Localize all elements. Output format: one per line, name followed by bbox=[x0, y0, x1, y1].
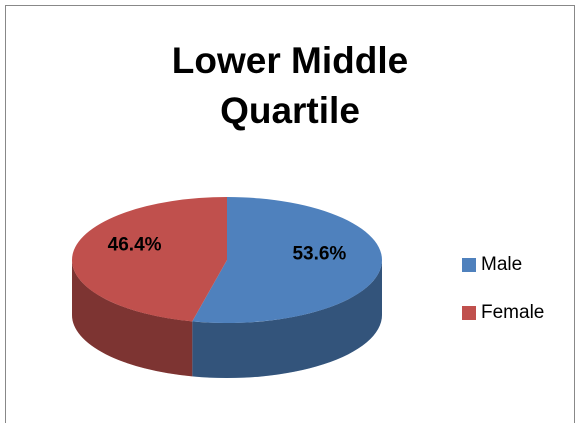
legend-swatch bbox=[462, 258, 476, 272]
slice bbox=[192, 197, 382, 323]
slice-side bbox=[72, 260, 193, 377]
chart-title: Lower Middle Quartile bbox=[171, 40, 409, 131]
value-label: 46.4% bbox=[108, 235, 162, 256]
legend-swatch bbox=[462, 306, 476, 320]
slice-side-shade bbox=[72, 260, 193, 377]
chart-frame bbox=[5, 5, 575, 423]
slice bbox=[71, 197, 227, 322]
legend-label: Female bbox=[481, 302, 544, 323]
slice-side-shade bbox=[192, 260, 382, 378]
value-label: 53.6% bbox=[292, 243, 346, 264]
slice-side bbox=[192, 260, 382, 378]
legend-label: Male bbox=[481, 254, 522, 275]
